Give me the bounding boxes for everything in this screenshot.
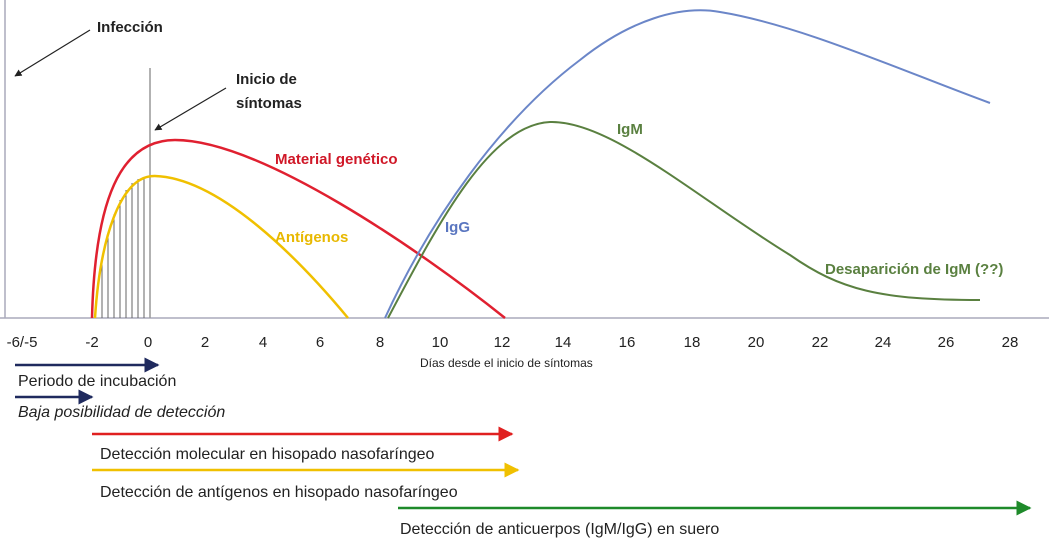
x-tick-label: 0 [144, 334, 152, 351]
curve-label: Antígenos [275, 229, 348, 246]
igm-curve [387, 120, 981, 319]
incubation-hatch [101, 177, 145, 318]
infection-arrow [14, 29, 91, 77]
x-tick-label: 18 [684, 334, 701, 351]
x-tick-label: -2 [85, 334, 98, 351]
x-tick-label: 24 [875, 334, 892, 351]
curve-label: Material genético [275, 151, 398, 168]
antigen-curve [93, 174, 349, 319]
x-tick-label: 4 [259, 334, 267, 351]
curve-label: IgG [445, 219, 470, 236]
x-tick-label: 8 [376, 334, 384, 351]
x-axis-label: Días desde el inicio de síntomas [420, 356, 593, 370]
x-tick-label: 6 [316, 334, 324, 351]
x-tick-label: 14 [555, 334, 572, 351]
x-tick-label: 20 [748, 334, 765, 351]
x-tick-label: 28 [1002, 334, 1019, 351]
period-label: Baja posibilidad de detección [18, 404, 225, 421]
x-tick-label: 10 [432, 334, 449, 351]
curve-label: IgM [617, 121, 643, 138]
x-tick-label: -6/-5 [7, 334, 38, 351]
onset-label: Inicio de [236, 71, 297, 88]
x-tick-label: 22 [812, 334, 829, 351]
curve-label: Desaparición de IgM (??) [825, 261, 1003, 278]
period-label: Detección molecular en hisopado nasofarí… [100, 446, 435, 463]
onset-label: síntomas [236, 95, 302, 112]
x-tick-label: 2 [201, 334, 209, 351]
x-tick-label: 26 [938, 334, 955, 351]
period-label: Periodo de incubación [18, 373, 176, 390]
infection-label: Infección [97, 19, 163, 36]
igg-curve [384, 9, 991, 319]
onset-arrow [154, 87, 227, 131]
period-label: Detección de antígenos en hisopado nasof… [100, 484, 458, 501]
x-tick-label: 12 [494, 334, 511, 351]
period-label: Detección de anticuerpos (IgM/IgG) en su… [400, 521, 719, 538]
x-tick-label: 16 [619, 334, 636, 351]
x-ticks: -6/-5 -2 0 2 4 6 8 10 12 14 16 18 20 22 24 26 28 [7, 334, 1019, 351]
